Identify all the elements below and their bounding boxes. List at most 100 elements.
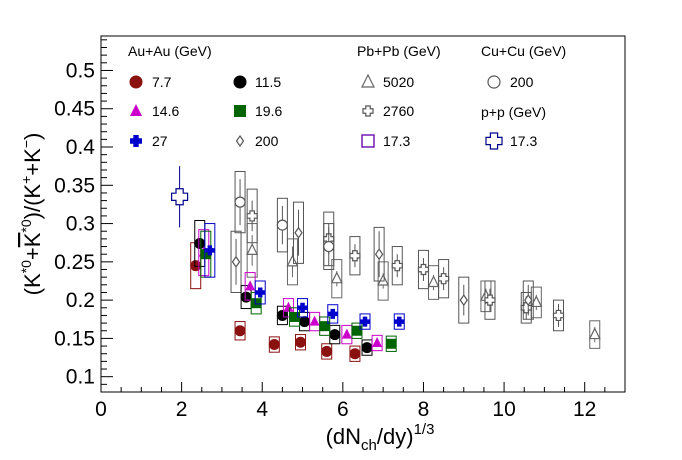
data-point (289, 311, 300, 322)
y-tick-label: 0.35 (54, 174, 95, 197)
y-axis-label: (K*0+K*0)/(K++K−) (18, 133, 45, 296)
x-tick-label: 2 (176, 398, 188, 421)
syst-box (286, 238, 298, 286)
x-tick-label: 10 (492, 398, 515, 421)
data-point (255, 287, 266, 298)
data-point (427, 275, 440, 288)
syst-box (373, 226, 385, 282)
data-point (246, 210, 258, 222)
series-cucu-200 (234, 171, 335, 271)
legend-markers (129, 73, 503, 150)
legend-marker-200 (235, 134, 245, 148)
data-point (417, 263, 430, 276)
data-point (520, 302, 532, 314)
data-point (438, 273, 450, 285)
legend-title-pp: p+p (GeV) (481, 104, 546, 120)
data-point (391, 260, 403, 272)
data-marks (171, 166, 601, 362)
data-point (327, 308, 338, 319)
data-point (231, 255, 241, 268)
data-point (268, 339, 280, 351)
data-point (524, 294, 533, 307)
legend-title-pbpb: Pb+Pb (GeV) (357, 43, 441, 59)
data-point (349, 348, 361, 360)
syst-box (331, 259, 343, 299)
data-point (276, 219, 288, 231)
data-point (309, 315, 320, 326)
legend-label-5020: 5020 (383, 74, 414, 90)
legend-label-19.6: 19.6 (255, 103, 282, 119)
x-tick-label: 0 (95, 398, 107, 421)
syst-box (230, 230, 242, 293)
legend-title-cucu: Cu+Cu (GeV) (481, 43, 566, 59)
legend-label-17.3-pbpb: 17.3 (383, 133, 410, 149)
legend: Au+Au (GeV) Pb+Pb (GeV) Cu+Cu (GeV) p+p … (128, 43, 566, 150)
data-point (374, 248, 384, 261)
series-auau-11.5 (194, 220, 373, 356)
syst-box (589, 320, 601, 349)
y-tick-label: 0.45 (54, 98, 95, 121)
x-axis-label: (dNch/dy)1/3 (326, 421, 435, 454)
data-point (552, 309, 565, 322)
legend-label-200-auau: 200 (255, 133, 279, 149)
data-point (234, 325, 246, 337)
syst-box (371, 334, 383, 352)
data-point (323, 240, 335, 253)
data-point (251, 298, 262, 309)
x-tick-label: 12 (573, 398, 596, 421)
data-point (245, 280, 256, 291)
data-point (349, 250, 361, 262)
data-point (361, 342, 373, 354)
legend-marker-17.3 (361, 134, 375, 148)
data-point (329, 329, 341, 341)
data-point (386, 338, 397, 349)
syst-box (522, 280, 534, 320)
data-point (295, 336, 307, 348)
data-point (530, 295, 543, 308)
legend-marker-14.6 (130, 104, 142, 116)
data-point (171, 188, 189, 206)
legend-label-200-cucu: 200 (510, 74, 534, 90)
data-point (360, 316, 371, 327)
data-point (351, 325, 362, 336)
data-point (234, 196, 246, 208)
data-point (372, 337, 383, 348)
data-point (341, 328, 352, 339)
y-tick-label: 0.5 (66, 59, 95, 82)
legend-label-2760: 2760 (383, 103, 414, 119)
legend-marker-200 (487, 75, 501, 89)
data-point (484, 294, 496, 306)
legend-marker-17.3 (485, 132, 503, 150)
data-point (299, 316, 311, 328)
y-tick-label: 0.4 (66, 136, 96, 159)
tick-labels: 0 2 4 6 8 10 12 0.1 0.15 0.2 0.25 0.3 0.35 0.4 0.45 0.5 (54, 59, 596, 421)
legend-label-14.6: 14.6 (152, 103, 179, 119)
data-point (394, 316, 405, 327)
x-tick-label: 6 (337, 398, 349, 421)
series-pp-17.3 (171, 166, 189, 228)
data-point (286, 254, 299, 267)
data-point (330, 271, 343, 284)
data-point (276, 309, 288, 321)
data-point (194, 237, 206, 249)
data-point (204, 245, 215, 256)
data-point (588, 327, 601, 340)
legend-label-11.5: 11.5 (255, 74, 281, 90)
legend-marker-27 (130, 135, 142, 147)
data-point (200, 249, 211, 260)
legend-marker-7.7 (129, 75, 143, 89)
legend-label-7.7: 7.7 (152, 74, 172, 90)
x-tick-label: 4 (256, 398, 268, 421)
legend-label-27: 27 (152, 133, 168, 149)
y-tick-label: 0.15 (54, 327, 95, 350)
syst-box (458, 276, 470, 324)
legend-marker-19.6 (234, 105, 246, 117)
data-point (459, 294, 469, 307)
syst-box (293, 201, 305, 264)
y-tick-label: 0.2 (66, 289, 95, 312)
legend-marker-11.5 (233, 75, 247, 89)
legend-label-17.3-pp: 17.3 (510, 133, 537, 149)
legend-marker-2760 (362, 105, 374, 117)
series-auau-27 (204, 223, 405, 330)
